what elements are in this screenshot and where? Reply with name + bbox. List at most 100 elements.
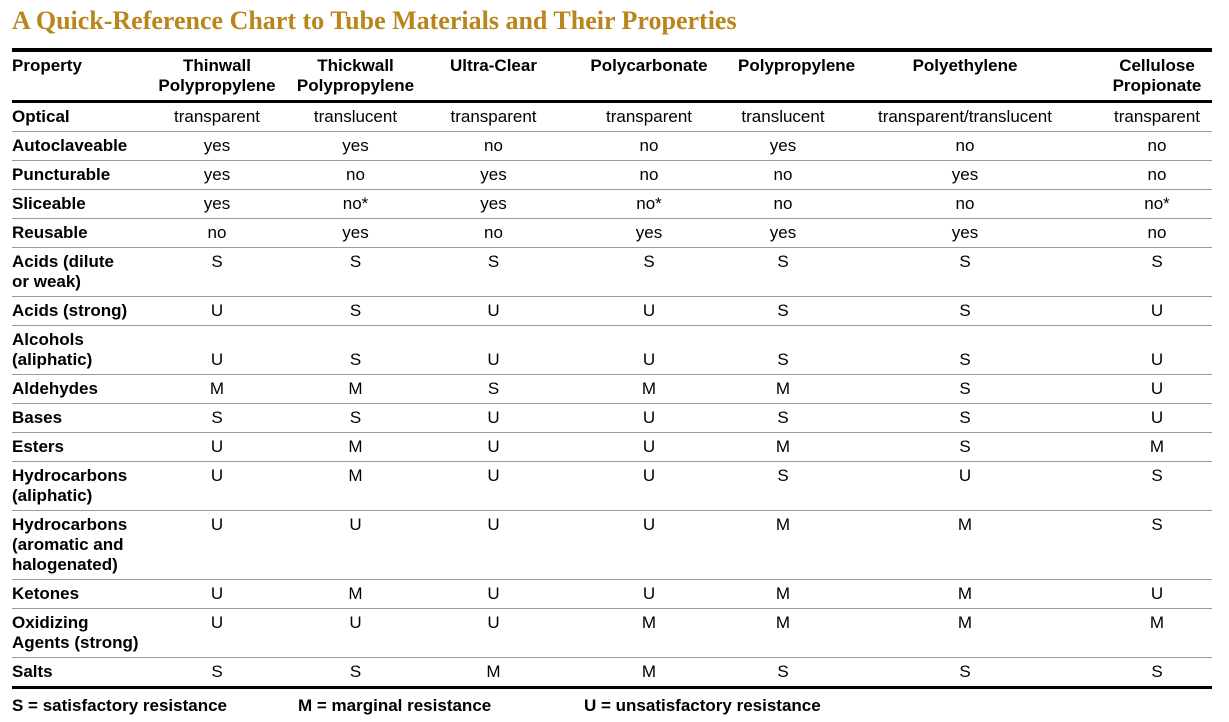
cell-value: yes — [150, 189, 284, 219]
cell-value: no — [150, 218, 284, 248]
table-body: Optical transparent translucent transparent… — [12, 101, 1212, 688]
row-label-line: Alcohols — [12, 330, 84, 349]
cell-value: S — [738, 403, 828, 433]
cell-value: no — [738, 189, 828, 219]
header-material: Polycarbonate — [560, 50, 738, 103]
cell-value: no* — [284, 189, 427, 219]
cell-value: U — [828, 461, 1102, 511]
cell-value: U — [150, 296, 284, 326]
table-row: Sliceable yes no* yes no* no no no* — [12, 189, 1212, 219]
cell-value: no* — [1102, 189, 1212, 219]
cell-value: S — [284, 247, 427, 297]
cell-value: S — [1102, 510, 1212, 580]
header-line: Propionate — [1112, 76, 1202, 95]
header-line: Polypropylene — [296, 76, 415, 95]
cell-value: S — [284, 403, 427, 433]
cell-value: M — [738, 510, 828, 580]
cell-value: no* — [560, 189, 738, 219]
row-label: Bases — [12, 403, 150, 433]
cell-value: yes — [738, 131, 828, 161]
row-label: Alcohols (aliphatic) — [12, 325, 150, 375]
cell-value: M — [560, 608, 738, 658]
cell-value: no — [1102, 131, 1212, 161]
cell-value: S — [738, 296, 828, 326]
cell-value: S — [828, 296, 1102, 326]
header-row: Property Thinwall Polypropylene Thickwall Po… — [12, 50, 1212, 103]
cell-value: M — [1102, 432, 1212, 462]
row-label-line: or weak) — [12, 272, 81, 291]
cell-value: S — [828, 374, 1102, 404]
row-label-line: Agents (strong) — [12, 633, 139, 652]
row-label-line: Esters — [12, 437, 64, 456]
cell-value: U — [1102, 403, 1212, 433]
cell-value: S — [284, 325, 427, 375]
cell-value: yes — [738, 218, 828, 248]
cell-value: U — [427, 510, 560, 580]
table-row: Optical transparent translucent transparent… — [12, 101, 1212, 132]
row-label-line: (aromatic and — [12, 535, 124, 554]
cell-value: S — [828, 247, 1102, 297]
cell-value: U — [427, 325, 560, 375]
row-label-line: Acids (strong) — [12, 301, 128, 320]
cell-value: U — [560, 510, 738, 580]
row-label-line: Hydrocarbons — [12, 466, 128, 485]
cell-value: M — [150, 374, 284, 404]
materials-table: Property Thinwall Polypropylene Thickwall Po… — [12, 48, 1212, 689]
table-row: Acids (strong) U S U U S S U — [12, 296, 1212, 326]
row-label: Salts — [12, 658, 150, 688]
row-label-line: halogenated) — [12, 555, 118, 574]
row-label: Puncturable — [12, 160, 150, 190]
row-label-line: Ketones — [12, 584, 80, 603]
header-line: Cellulose — [1119, 56, 1195, 75]
cell-value: U — [150, 510, 284, 580]
cell-value: S — [828, 325, 1102, 375]
row-label: Optical — [12, 101, 150, 132]
cell-value: U — [427, 461, 560, 511]
header-material: Polypropylene — [738, 50, 855, 103]
cell-value: transparent — [427, 101, 560, 132]
header-material: Ultra-Clear — [427, 50, 560, 103]
cell-value: yes — [150, 160, 284, 190]
cell-value: U — [1102, 325, 1212, 375]
row-label-line: Acids (dilute — [12, 252, 115, 271]
cell-value: S — [777, 662, 789, 681]
cell-value: S — [284, 296, 427, 326]
cell-value: U — [1102, 579, 1212, 609]
row-label: Hydrocarbons (aromatic and halogenated) — [12, 510, 150, 580]
cell-value: M — [486, 662, 501, 681]
row-label: Oxidizing Agents (strong) — [12, 608, 150, 658]
cell-value: U — [427, 296, 560, 326]
cell-value: U — [427, 432, 560, 462]
cell-value: no — [560, 160, 738, 190]
row-label-line: Sliceable — [12, 194, 86, 213]
cell-value: U — [427, 608, 560, 658]
cell-value: no — [284, 160, 427, 190]
row-label-line: Reusable — [12, 223, 88, 242]
row-label-line: Aldehydes — [12, 379, 98, 398]
cell-value: M — [284, 432, 427, 462]
cell-value: M — [738, 432, 828, 462]
row-label: Reusable — [12, 218, 150, 248]
row-label: Aldehydes — [12, 374, 150, 404]
header-material: Cellulose Propionate — [1102, 50, 1212, 103]
cell-value: yes — [284, 131, 427, 161]
row-label-line: (aliphatic) — [12, 486, 93, 505]
row-label: Ketones — [12, 579, 150, 609]
cell-value: M — [284, 461, 427, 511]
cell-value: no — [427, 218, 560, 248]
cell-value: U — [1102, 296, 1212, 326]
cell-value: S — [738, 325, 828, 375]
header-line: Polyethylene — [912, 56, 1018, 75]
cell-value: yes — [828, 160, 1102, 190]
cell-value: M — [828, 510, 1102, 580]
cell-value: yes — [427, 160, 560, 190]
cell-value: U — [150, 461, 284, 511]
table-row: Autoclaveable yes yes no no yes no no — [12, 131, 1212, 161]
cell-value: S — [828, 403, 1102, 433]
row-label-line: Autoclaveable — [12, 136, 128, 155]
cell-value: U — [427, 579, 560, 609]
cell-value: translucent — [284, 101, 427, 132]
cell-value: M — [560, 374, 738, 404]
cell-value: U — [560, 325, 738, 375]
cell-value: no — [738, 160, 828, 190]
